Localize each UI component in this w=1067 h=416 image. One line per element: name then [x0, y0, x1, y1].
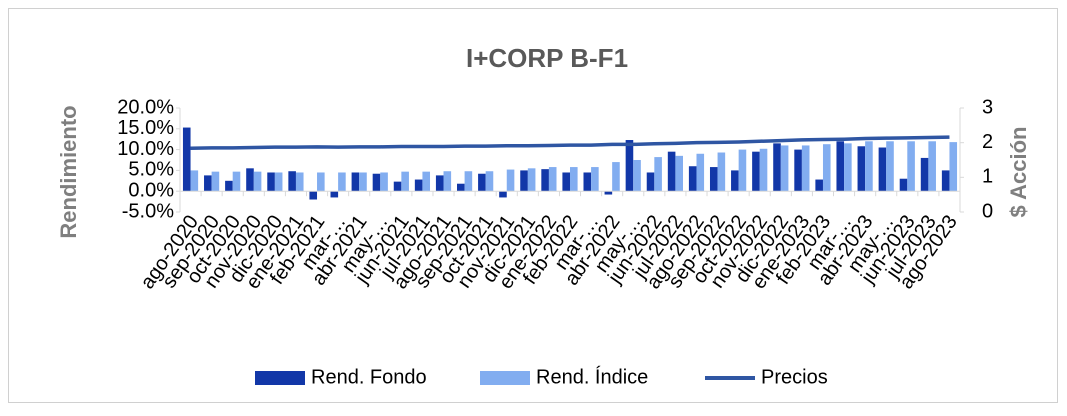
y-tick-label: 15.0% — [117, 117, 174, 139]
bar — [836, 141, 845, 192]
bar — [499, 191, 507, 198]
bar — [717, 152, 726, 192]
y2-tick-label: 0 — [982, 200, 993, 222]
bar — [464, 171, 473, 192]
y2-tick-label: 2 — [982, 131, 993, 153]
bar — [246, 168, 254, 192]
bar — [857, 146, 866, 192]
bar — [295, 172, 304, 192]
y-tick-label: 20.0% — [117, 96, 174, 118]
line — [190, 135, 950, 150]
bar — [878, 147, 887, 192]
bar — [949, 142, 958, 192]
y2-tick-label: 3 — [982, 96, 993, 118]
y-tick-label: 0.0% — [128, 179, 174, 201]
bar — [317, 172, 325, 192]
bar — [506, 169, 515, 192]
bar — [422, 171, 431, 192]
bar — [928, 141, 936, 192]
bar — [612, 162, 620, 192]
bar — [562, 172, 570, 192]
bar — [583, 172, 592, 192]
bar — [330, 191, 339, 198]
bar — [380, 172, 388, 192]
bar — [204, 175, 212, 192]
bar — [738, 149, 747, 192]
bar — [414, 179, 423, 192]
bar — [780, 145, 789, 192]
bar — [646, 172, 655, 192]
y-tick-label: -5.0% — [122, 200, 174, 222]
bar — [675, 155, 683, 192]
bar — [667, 151, 676, 192]
bar — [190, 170, 199, 192]
bar — [443, 171, 452, 192]
bar — [485, 171, 494, 192]
bar — [393, 181, 402, 192]
bar — [288, 171, 296, 192]
bar — [435, 175, 444, 192]
y2-tick-label: 1 — [982, 166, 993, 188]
bar — [232, 171, 241, 192]
legend-label: Rend. Fondo — [311, 366, 427, 388]
chart-border — [8, 8, 1058, 403]
bar — [920, 157, 929, 192]
legend-swatch — [480, 371, 530, 385]
bar — [815, 179, 823, 192]
bar — [267, 172, 275, 192]
bar — [865, 141, 873, 192]
bar — [548, 167, 557, 192]
bar — [351, 172, 360, 192]
bar — [773, 143, 781, 192]
bar — [359, 172, 367, 192]
bar — [941, 170, 950, 192]
bar — [801, 145, 810, 192]
bar — [633, 160, 641, 192]
bar — [527, 168, 536, 192]
bar — [591, 167, 599, 192]
bar — [625, 140, 634, 192]
y-tick-label: 5.0% — [128, 159, 174, 181]
bar — [338, 172, 346, 192]
legend-label: Precios — [761, 366, 828, 388]
y-tick-label: 10.0% — [117, 138, 174, 160]
bar — [211, 171, 220, 192]
bar — [401, 171, 409, 192]
bar — [604, 191, 613, 195]
bar — [253, 171, 262, 192]
bar — [541, 169, 549, 192]
bar — [520, 170, 528, 192]
bar — [844, 143, 852, 192]
chart-title: I+CORP B-F1 — [466, 43, 628, 73]
legend-label: Rend. Índice — [536, 365, 648, 388]
bar — [886, 141, 894, 192]
bar — [274, 172, 283, 192]
bar — [752, 151, 760, 192]
bar — [794, 149, 802, 192]
bar — [309, 191, 318, 200]
bar — [907, 141, 915, 192]
legend-swatch — [255, 371, 305, 385]
bar — [899, 178, 908, 192]
bar — [478, 173, 486, 192]
bar — [570, 167, 578, 192]
bar — [654, 157, 662, 192]
bar — [822, 144, 831, 192]
bar — [182, 127, 191, 192]
bar — [688, 166, 697, 192]
bar — [731, 170, 739, 192]
bar — [696, 153, 705, 192]
bar — [709, 167, 718, 192]
y-axis-label: Rendimiento — [56, 105, 81, 238]
bar — [457, 183, 465, 192]
y2-axis-label: $ Acción — [1006, 127, 1031, 218]
bar — [225, 180, 233, 192]
bar — [759, 148, 768, 192]
bar — [372, 173, 381, 192]
